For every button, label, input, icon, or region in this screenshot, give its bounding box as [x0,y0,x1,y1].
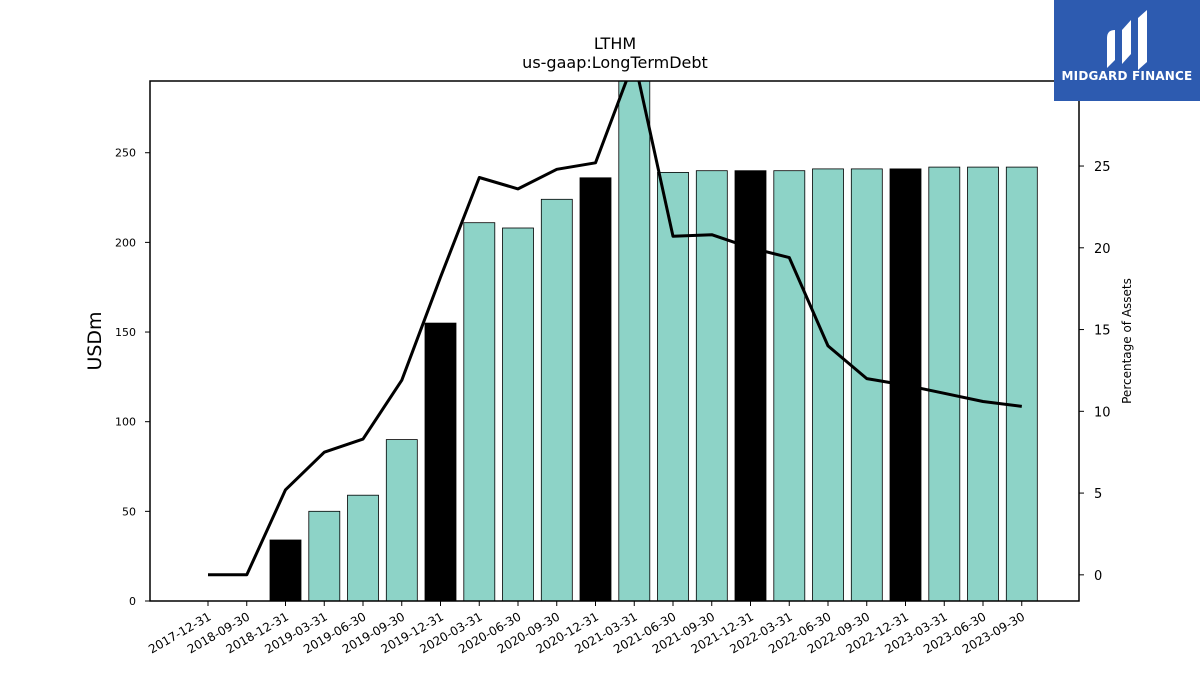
midgard-finance-logo: MIDGARD FINANCE [1054,0,1200,101]
y2-tick-label: 5 [1094,487,1102,502]
bar [773,170,806,601]
plot-frame [149,80,1080,602]
y-tick-label: 200 [115,236,136,249]
y-axis-label: USDm [84,311,106,370]
y-tick-label: 0 [129,595,136,608]
bar [308,510,341,601]
bar [734,170,767,601]
y-tick-label: 250 [115,147,136,160]
bars-group [269,81,1038,601]
y2-tick-label: 15 [1094,324,1111,339]
bar [502,227,534,601]
bar [657,171,689,601]
y2-axis-label: Percentage of Assets [1120,278,1134,404]
percentage-line [208,81,1022,577]
bar [928,166,961,601]
bar [695,170,728,601]
y-tick-label: 100 [115,416,136,429]
bar [967,166,999,601]
y-tick-label: 150 [115,326,136,339]
axes-group: 05010015020025005101520252017-12-312018-… [115,147,1111,657]
bar [812,168,844,601]
bar [385,439,418,601]
y2-tick-label: 0 [1094,569,1102,584]
chart-title: LTHM [594,34,636,53]
bar [1005,166,1038,601]
bar [540,198,573,601]
y2-tick-label: 10 [1094,405,1111,420]
chart-subtitle: us-gaap:LongTermDebt [522,53,708,72]
y-tick-label: 50 [122,505,136,518]
bar [579,177,612,601]
logo-text: MIDGARD FINANCE [1061,69,1193,83]
bar [618,81,651,601]
bar [347,494,379,601]
bar [424,322,457,601]
midgard-logo-icon [1107,10,1147,70]
y2-tick-label: 25 [1094,160,1111,175]
line-group [208,81,1022,577]
bar [463,222,496,601]
y2-tick-label: 20 [1094,242,1111,257]
bar [850,168,883,601]
bar [269,539,302,601]
